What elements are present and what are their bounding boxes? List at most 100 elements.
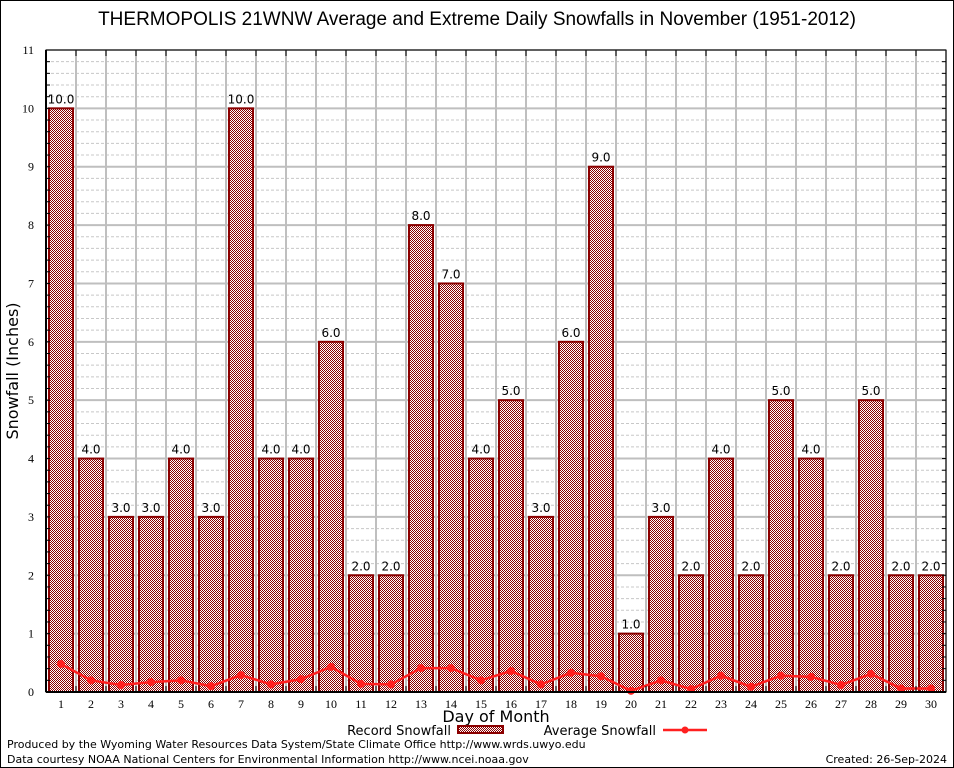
average-point-day-12	[387, 680, 395, 689]
bar-data-label: 10.0	[48, 92, 75, 106]
average-point-day-20	[627, 686, 635, 695]
record-bar-day-20	[618, 632, 644, 693]
record-bar-day-16	[498, 399, 524, 693]
record-bar-day-26	[798, 457, 824, 693]
bar-data-label: 2.0	[891, 559, 910, 573]
x-tick-label: 8	[268, 697, 274, 711]
average-point-day-24	[747, 682, 755, 691]
bar-data-label: 10.0	[228, 92, 255, 106]
average-point-day-25	[777, 671, 785, 680]
average-point-day-6	[207, 682, 215, 691]
bar-data-label: 5.0	[771, 384, 790, 398]
record-bar-day-15	[468, 457, 494, 693]
x-tick-label: 19	[595, 697, 607, 711]
record-bar-day-1	[48, 107, 74, 693]
bar-data-label: 4.0	[171, 443, 190, 457]
average-point-day-19	[597, 672, 605, 681]
x-tick-label: 17	[535, 697, 547, 711]
average-point-day-28	[867, 669, 875, 678]
average-point-day-15	[477, 676, 485, 685]
y-tick-label: 10	[22, 101, 34, 115]
record-bar-day-7	[228, 107, 254, 693]
record-bar-day-13	[408, 224, 434, 693]
y-tick-label: 5	[28, 393, 34, 407]
x-tick-label: 22	[685, 697, 697, 711]
x-tick-label: 5	[178, 697, 184, 711]
record-bar-day-21	[648, 515, 674, 694]
bar-data-label: 5.0	[861, 384, 880, 398]
bar-data-label: 6.0	[321, 326, 340, 340]
x-tick-label: 2	[88, 697, 94, 711]
bar-data-label: 8.0	[411, 209, 430, 223]
record-bar-day-28	[858, 399, 884, 693]
bar-data-label: 9.0	[591, 151, 610, 165]
y-tick-label: 2	[28, 568, 34, 582]
bar-data-label: 4.0	[81, 443, 100, 457]
x-tick-label: 30	[925, 697, 937, 711]
bar-data-label: 2.0	[831, 559, 850, 573]
record-bar-day-10	[318, 340, 344, 693]
bar-data-label: 5.0	[501, 384, 520, 398]
x-axis-title: Day of Month	[442, 707, 549, 726]
axes	[45, 49, 947, 693]
bar-data-label: 2.0	[681, 559, 700, 573]
average-line	[60, 662, 931, 693]
y-tick-label: 9	[28, 160, 34, 174]
y-tick-label: 8	[28, 218, 34, 232]
x-tick-label: 7	[238, 697, 244, 711]
x-tick-label: 21	[655, 697, 667, 711]
x-tick-label: 4	[148, 697, 154, 711]
bar-data-label: 4.0	[711, 443, 730, 457]
average-point-day-11	[357, 679, 365, 688]
average-point-day-30	[927, 684, 935, 693]
record-bar-day-2	[78, 457, 104, 693]
y-tick-label: 6	[28, 335, 34, 349]
record-bar-day-23	[708, 457, 734, 693]
y-tick-label: 4	[28, 452, 34, 466]
x-tick-label: 1	[58, 697, 64, 711]
record-bar-day-11	[348, 574, 374, 693]
x-tick-label: 26	[805, 697, 817, 711]
legend-label-average: Average Snowfall	[544, 724, 656, 739]
average-point-day-4	[147, 678, 155, 687]
x-tick-label: 16	[505, 697, 517, 711]
y-axis-title: Snowfall (Inches)	[3, 302, 22, 439]
record-bar-day-3	[108, 515, 134, 694]
bar-data-label: 4.0	[291, 443, 310, 457]
average-point-day-21	[657, 676, 665, 685]
bar-data-label: 4.0	[801, 443, 820, 457]
x-tick-label: 3	[118, 697, 124, 711]
record-bar-day-18	[558, 340, 584, 693]
bar-data-label: 1.0	[621, 618, 640, 632]
bar-data-label: 3.0	[651, 501, 670, 515]
record-bar-day-12	[378, 574, 404, 693]
record-bar-day-6	[198, 515, 224, 694]
bar-data-label: 3.0	[531, 501, 550, 515]
legend: Record Snowfall Average Snowfall	[347, 724, 707, 739]
bar-data-label: 3.0	[141, 501, 160, 515]
average-point-day-7	[237, 671, 245, 680]
record-bar-day-8	[258, 457, 284, 693]
average-point-day-13	[417, 664, 425, 673]
average-point-day-26	[807, 672, 815, 681]
average-point-day-16	[507, 666, 515, 675]
y-tick-label: 3	[28, 510, 34, 524]
record-bar-day-30	[918, 574, 944, 693]
x-tick-label: 9	[298, 697, 304, 711]
record-bar-day-29	[888, 574, 914, 693]
x-tick-label: 10	[325, 697, 337, 711]
x-tick-label: 23	[715, 697, 727, 711]
average-point-day-2	[87, 676, 95, 685]
bar-data-label: 2.0	[351, 559, 370, 573]
average-point-day-17	[537, 680, 545, 689]
legend-swatch-record	[457, 725, 504, 734]
record-bar-day-19	[588, 165, 614, 693]
legend-label-record: Record Snowfall	[347, 724, 451, 739]
record-bar-day-5	[168, 457, 194, 693]
x-tick-label: 29	[895, 697, 907, 711]
record-bar-day-22	[678, 574, 704, 693]
average-point-day-18	[567, 668, 575, 677]
y-tick-label: 1	[28, 627, 34, 641]
x-tick-label: 14	[445, 697, 457, 711]
